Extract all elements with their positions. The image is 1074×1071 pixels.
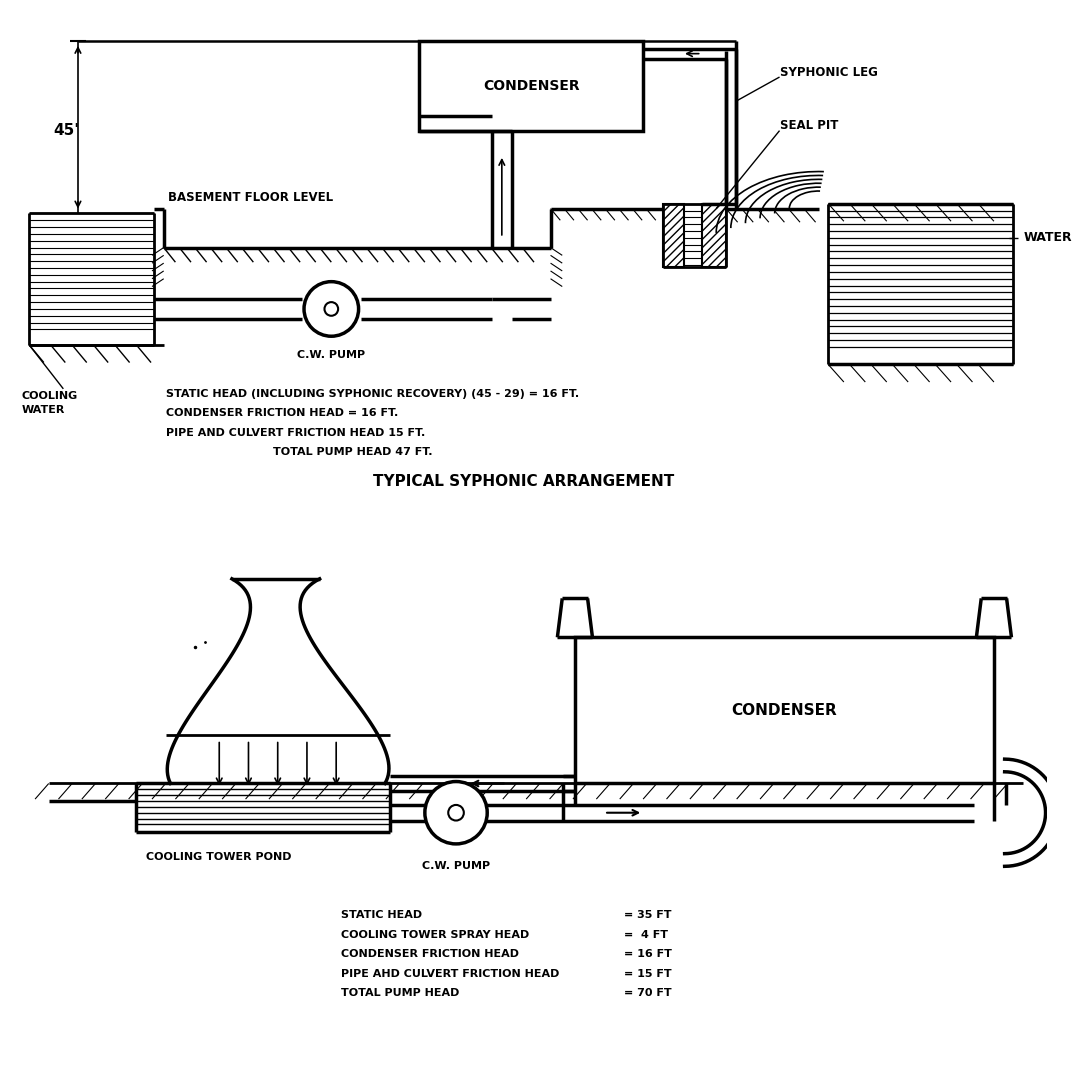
Text: COOLING TOWER SPRAY HEAD: COOLING TOWER SPRAY HEAD (342, 930, 529, 939)
Text: CONDENSER FRICTION HEAD = 16 FT.: CONDENSER FRICTION HEAD = 16 FT. (165, 408, 397, 419)
Text: STATIC HEAD: STATIC HEAD (342, 910, 422, 920)
Text: PIPE AND CULVERT FRICTION HEAD 15 FT.: PIPE AND CULVERT FRICTION HEAD 15 FT. (165, 427, 425, 438)
Circle shape (304, 282, 359, 336)
Text: CONDENSER FRICTION HEAD: CONDENSER FRICTION HEAD (342, 949, 519, 960)
Text: =  4 FT: = 4 FT (624, 930, 668, 939)
Circle shape (425, 782, 488, 844)
Text: = 35 FT: = 35 FT (624, 910, 671, 920)
Text: = 16 FT: = 16 FT (624, 949, 671, 960)
Bar (419, 41, 643, 131)
Text: C.W. PUMP: C.W. PUMP (422, 861, 490, 872)
Bar (663, 203, 684, 267)
Text: COOLING TOWER POND: COOLING TOWER POND (146, 851, 292, 862)
Text: CONDENSER: CONDENSER (482, 79, 579, 93)
Text: CONDENSER: CONDENSER (731, 703, 838, 718)
Text: STATIC HEAD (INCLUDING SYPHONIC RECOVERY) (45 - 29) = 16 FT.: STATIC HEAD (INCLUDING SYPHONIC RECOVERY… (165, 389, 579, 398)
Bar (701, 203, 726, 267)
Text: SEAL PIT: SEAL PIT (780, 119, 838, 132)
Text: TYPICAL SYPHONIC ARRANGEMENT: TYPICAL SYPHONIC ARRANGEMENT (373, 474, 673, 489)
Text: SYPHONIC LEG: SYPHONIC LEG (780, 65, 877, 78)
Circle shape (448, 805, 464, 820)
Text: TOTAL PUMP HEAD: TOTAL PUMP HEAD (342, 989, 460, 998)
Circle shape (324, 302, 338, 316)
Text: COOLING
WATER: COOLING WATER (21, 392, 77, 416)
Text: BASEMENT FLOOR LEVEL: BASEMENT FLOOR LEVEL (168, 191, 333, 203)
Bar (575, 637, 993, 784)
Text: C.W. PUMP: C.W. PUMP (297, 350, 365, 360)
Text: = 15 FT: = 15 FT (624, 968, 671, 979)
Text: TOTAL PUMP HEAD 47 FT.: TOTAL PUMP HEAD 47 FT. (273, 448, 433, 457)
Text: = 70 FT: = 70 FT (624, 989, 671, 998)
Text: 45': 45' (54, 123, 79, 138)
Text: PIPE AHD CULVERT FRICTION HEAD: PIPE AHD CULVERT FRICTION HEAD (342, 968, 560, 979)
Text: WATER: WATER (1024, 231, 1072, 244)
